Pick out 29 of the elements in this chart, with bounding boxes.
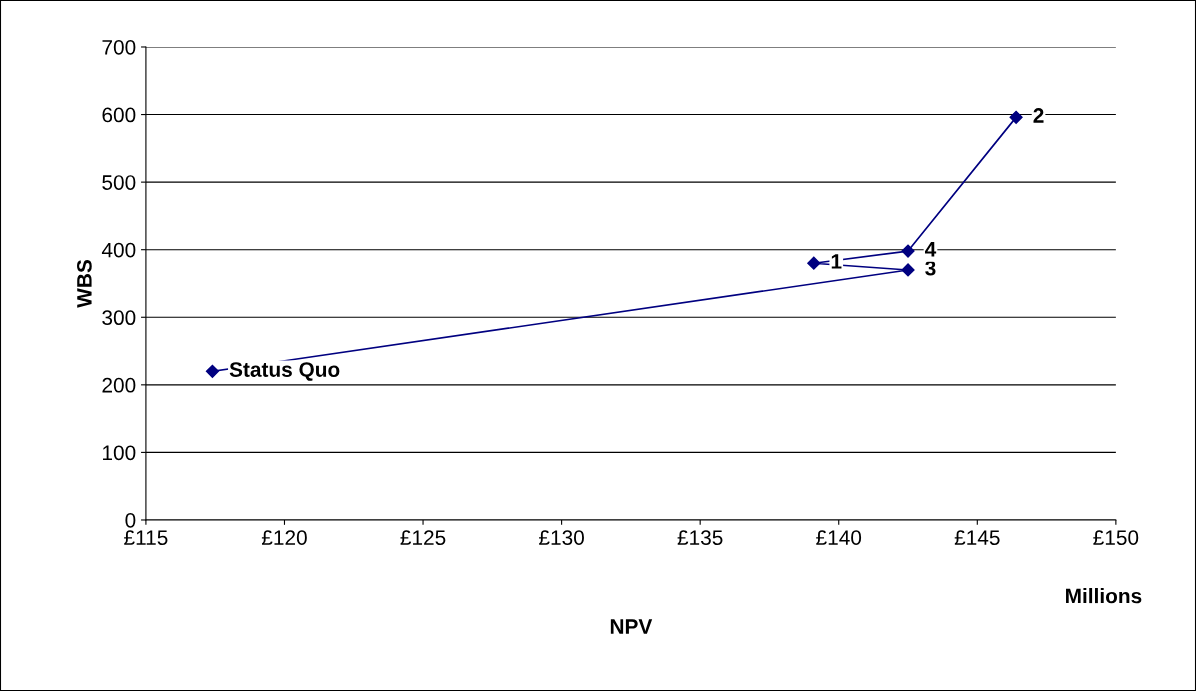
y-tick-label: 600 <box>102 107 136 123</box>
annotation: 3 <box>925 260 936 276</box>
annotation: 2 <box>1033 108 1044 123</box>
annotation: Status Quo <box>229 362 340 381</box>
point <box>901 263 915 277</box>
y-tick-label: 700 <box>102 39 136 55</box>
point <box>205 364 220 378</box>
x-tick-label: £130 <box>539 530 584 545</box>
x-tick-label: £140 <box>816 530 862 545</box>
x-axis-title: NPV <box>610 619 653 634</box>
annotation: 1 <box>831 254 842 269</box>
text: Millions <box>1066 588 1142 604</box>
x-tick-label: £150 <box>1093 530 1139 545</box>
x-tick-label: £120 <box>261 530 307 545</box>
y-tick-label: 400 <box>101 242 136 258</box>
annotation: 4 <box>925 242 937 257</box>
y-tick-label: 0 <box>125 512 136 528</box>
point <box>1009 110 1023 124</box>
x-tick-label: £125 <box>400 530 446 545</box>
y-tick-label: 300 <box>102 310 136 326</box>
x-tick-label: £135 <box>677 530 723 545</box>
point <box>901 244 915 258</box>
x-tick-label: £145 <box>954 530 1000 545</box>
y-tick-label: 200 <box>102 377 136 393</box>
y-tick-label: 500 <box>102 175 136 190</box>
x-tick-label: £115 <box>124 530 168 545</box>
point <box>807 256 821 270</box>
y-tick-label: 100 <box>103 445 136 461</box>
y-axis-title: WBS <box>77 259 92 308</box>
